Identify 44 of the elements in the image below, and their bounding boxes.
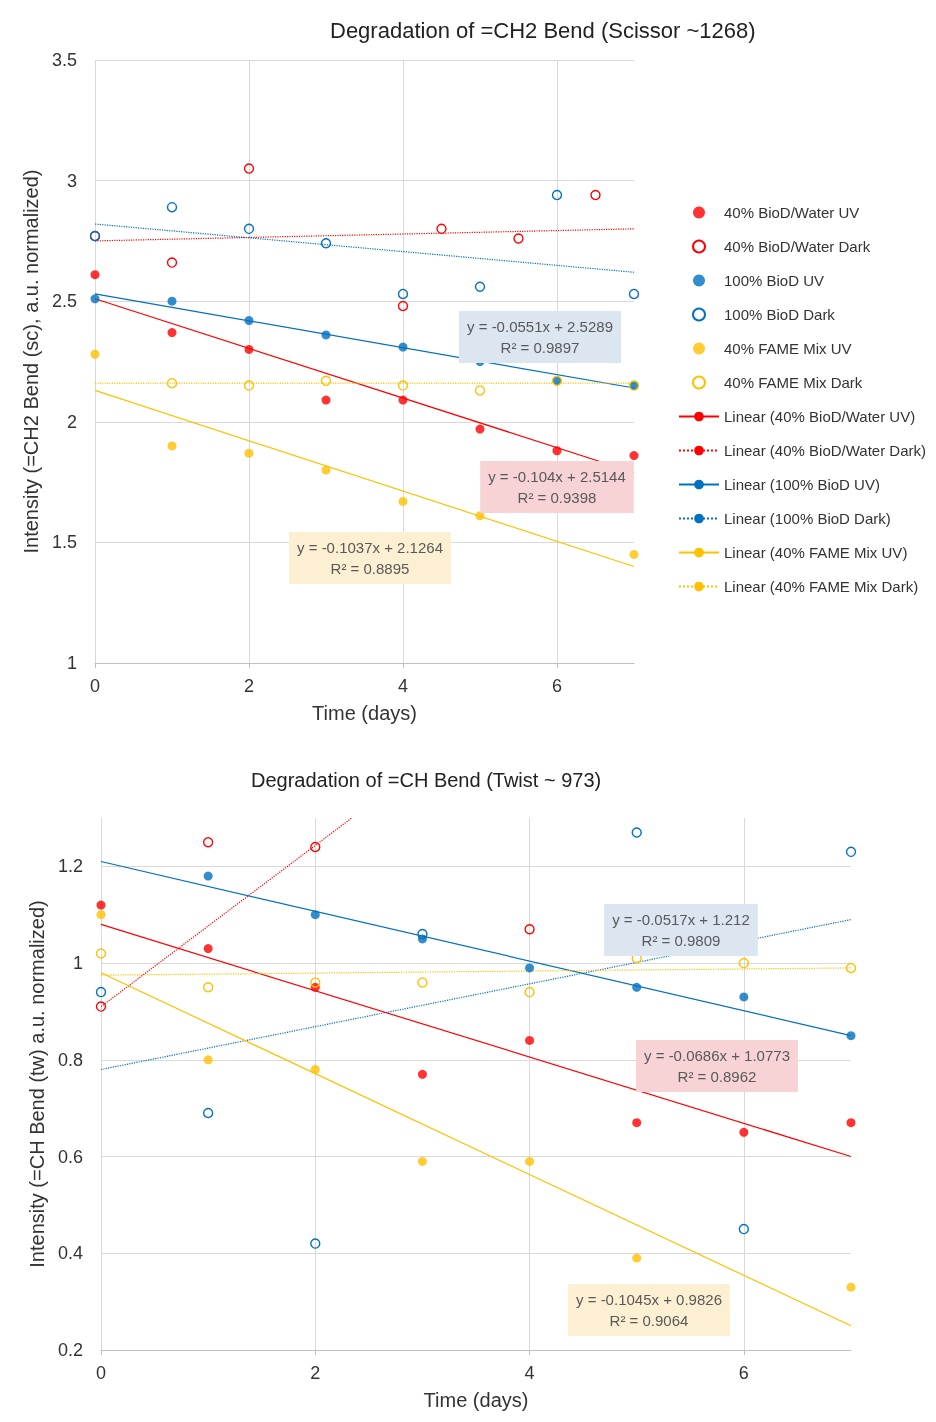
y-tick-label: 1.2: [57, 856, 83, 877]
y-tick-label: 3.5: [51, 50, 77, 70]
annotation: y = -0.1045x + 0.9826 R² = 0.9064: [576, 1291, 722, 1329]
x-tick-label: 6: [551, 676, 563, 696]
x-tick-label: 2: [310, 1363, 321, 1383]
legend-label: Linear (40% FAME Mix UV): [723, 544, 908, 561]
legend-label: Linear (100% BioD Dark): [723, 510, 891, 527]
y-tick-label: 1: [72, 953, 83, 974]
x-tick-label: 0: [89, 676, 101, 696]
legend-label: Linear (100% BioD UV): [723, 476, 880, 493]
y-tick-label: 3: [66, 170, 77, 191]
chart-title: Degradation of =CH2 Bend (Scissor ~1268): [330, 17, 756, 43]
x-axis-title: Time (days): [423, 1389, 529, 1411]
legend-label: Linear (40% BioD/Water Dark): [723, 442, 927, 459]
y-tick-label: 0.2: [57, 1340, 83, 1360]
legend-label: 100% BioD Dark: [723, 306, 836, 323]
x-axis-title: Time (days): [312, 702, 417, 724]
y-tick-label: 0.4: [57, 1243, 83, 1264]
y-tick-label: 1: [66, 653, 77, 673]
y-axis-title: Intensity (=CH Bend (tw) a.u. normalized): [26, 900, 49, 1268]
annotation: y = -0.0551x + 2.5289 R² = 0.9897: [467, 318, 613, 356]
legend-label: 40% BioD/Water Dark: [723, 238, 871, 255]
y-tick-label: 0.6: [57, 1146, 83, 1167]
legend-label: 100% BioD UV: [723, 272, 825, 289]
x-tick-label: 4: [397, 676, 409, 696]
legend-label: 40% FAME Mix Dark: [723, 374, 863, 391]
legend-label: Linear (40% FAME Mix Dark): [723, 578, 919, 595]
annotation: y = -0.0517x + 1.212 R² = 0.9809: [612, 911, 750, 949]
chart-title: Degradation of =CH Bend (Twist ~ 973): [251, 769, 602, 791]
annotation: y = -0.0686x + 1.0773 R² = 0.8962: [644, 1047, 790, 1085]
annotation: y = -0.1037x + 2.1264 R² = 0.8895: [297, 539, 443, 577]
legend-label: 40% BioD/Water UV: [723, 204, 860, 221]
legend-label: Linear (40% BioD/Water UV): [723, 408, 916, 425]
y-tick-label: 1.5: [51, 532, 77, 553]
y-axis-title: Intensity (=CH2 Bend (sc), a.u. normalized): [20, 169, 43, 554]
x-tick-label: 4: [524, 1363, 535, 1383]
y-tick-label: 2: [66, 411, 77, 432]
x-tick-label: 2: [243, 676, 255, 696]
x-tick-label: 0: [95, 1363, 107, 1383]
y-tick-label: 2.5: [51, 291, 77, 312]
x-tick-label: 6: [738, 1363, 749, 1383]
annotation: y = -0.104x + 2.5144 R² = 0.9398: [488, 468, 626, 506]
y-tick-label: 0.8: [57, 1049, 83, 1070]
legend-label: 40% FAME Mix UV: [723, 340, 852, 357]
